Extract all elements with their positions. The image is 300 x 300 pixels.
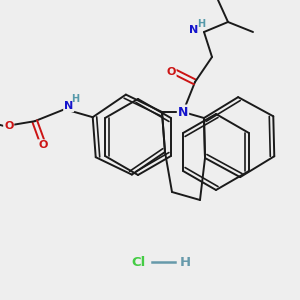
Text: O: O	[166, 67, 176, 77]
Text: O: O	[4, 121, 14, 131]
Text: H: H	[71, 94, 79, 104]
Text: N: N	[178, 106, 188, 118]
Text: H: H	[197, 19, 205, 29]
Text: H: H	[179, 256, 191, 268]
Text: O: O	[38, 140, 47, 150]
Text: N: N	[189, 25, 199, 35]
Text: N: N	[64, 101, 73, 111]
Text: Cl: Cl	[131, 256, 145, 268]
